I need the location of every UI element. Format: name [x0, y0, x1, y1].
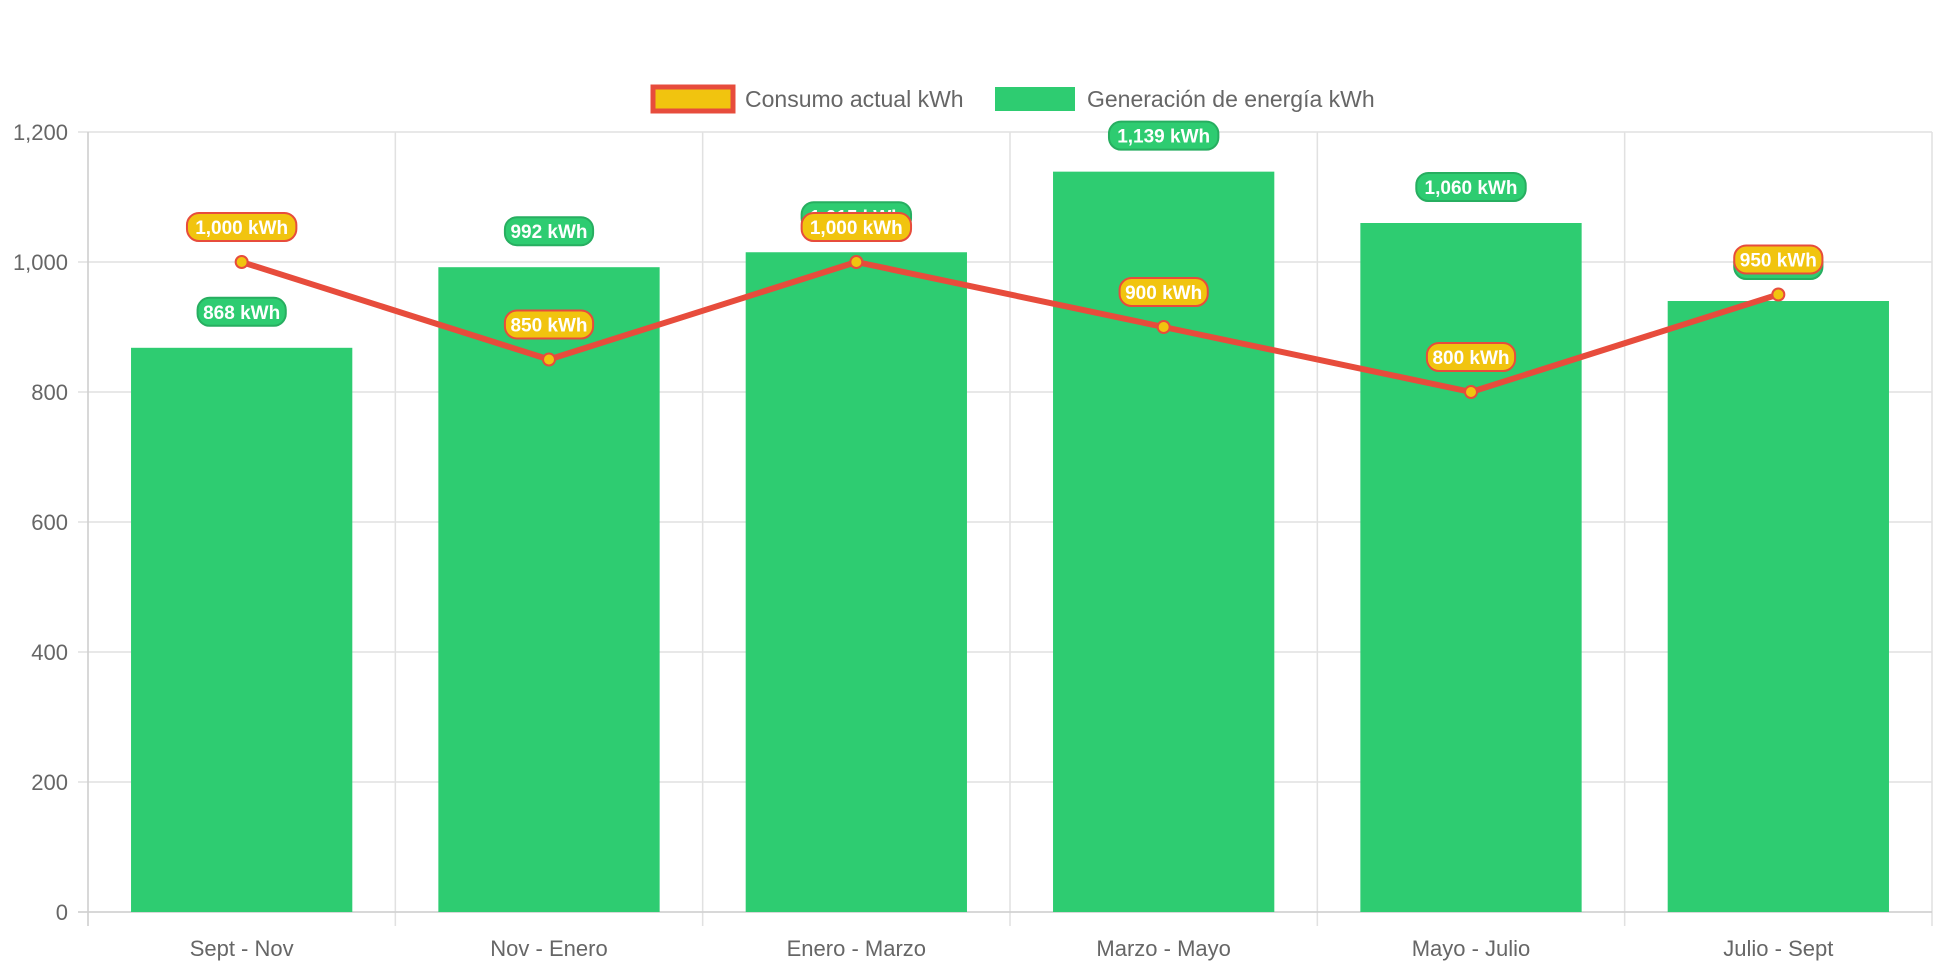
bar[interactable]	[1667, 301, 1889, 912]
legend[interactable]: Consumo actual kWh Generación de energía …	[650, 84, 1375, 114]
bar[interactable]	[745, 252, 967, 912]
line-data-label: 850 kWh	[503, 309, 595, 340]
line-data-label-text: 900 kWh	[1125, 283, 1202, 304]
bar-data-label: 1,139 kWh	[1107, 120, 1220, 151]
bar-data-label-text: 1,060 kWh	[1425, 178, 1518, 199]
line-data-label-bg	[800, 212, 913, 242]
bar-data-label-bg	[1107, 120, 1220, 151]
line-data-label: 1,000 kWh	[800, 212, 913, 242]
bar-data-label-text: 868 kWh	[203, 303, 280, 324]
line-data-label-text: 800 kWh	[1432, 348, 1509, 369]
x-tick-label: Enero - Marzo	[787, 936, 926, 961]
legend-label-consumo: Consumo actual kWh	[745, 86, 964, 112]
bar-data-label-text: 1,139 kWh	[1117, 127, 1210, 148]
bars	[131, 171, 1889, 912]
bar-data-label: 1,060 kWh	[1415, 172, 1527, 202]
line-data-label-bg	[1425, 342, 1517, 372]
legend-item-generacion[interactable]: Generación de energía kWh	[995, 86, 1375, 112]
line-data-label-bg	[185, 212, 298, 242]
line-point[interactable]	[234, 255, 249, 269]
bar[interactable]	[438, 267, 660, 912]
line-data-label-bg	[1733, 244, 1824, 275]
bar[interactable]	[1360, 223, 1582, 912]
bar-data-label-text: 992 kWh	[510, 222, 587, 243]
line-data-label-text: 950 kWh	[1740, 251, 1817, 272]
line-point[interactable]	[1771, 287, 1786, 302]
x-tick-label: Sept - Nov	[190, 936, 294, 961]
x-tick-label: Julio - Sept	[1723, 936, 1833, 961]
grid	[78, 131, 1933, 926]
line-data-label-text: 850 kWh	[510, 316, 587, 337]
line-series	[234, 255, 1786, 399]
y-tick-label: 200	[31, 770, 68, 795]
line-path	[240, 259, 1780, 395]
line-data-label-text: 1,000 kWh	[195, 218, 288, 239]
x-tick-label: Marzo - Mayo	[1096, 936, 1230, 961]
y-tick-label: 400	[31, 640, 68, 665]
y-tick-label: 600	[31, 510, 68, 535]
bar-data-label-bg	[1415, 172, 1527, 202]
y-tick-label: 1,200	[13, 120, 68, 145]
line-point[interactable]	[1464, 385, 1478, 399]
bar-data-label: 992 kWh	[503, 216, 595, 247]
line-data-label-bg	[1118, 277, 1209, 307]
legend-item-consumo[interactable]: Consumo actual kWh	[650, 84, 964, 114]
bar[interactable]	[131, 347, 353, 912]
line-data-label: 800 kWh	[1425, 342, 1517, 372]
line-point[interactable]	[1156, 320, 1171, 334]
line-point[interactable]	[849, 255, 864, 269]
y-tick-label: 800	[31, 380, 68, 405]
line-data-label-text: 1,000 kWh	[810, 218, 903, 239]
bar-data-label-bg	[196, 296, 287, 327]
legend-label-generacion: Generación de energía kWh	[1087, 86, 1375, 112]
y-tick-label: 0	[56, 900, 68, 925]
bar-data-label-bg	[503, 216, 595, 247]
x-tick-label: Nov - Enero	[490, 936, 607, 961]
line-point[interactable]	[542, 352, 556, 367]
axes: 0 200 400 600 800 1,000 1,200 Sept - Nov Nov - E…	[13, 120, 1932, 961]
legend-swatch-consumo	[650, 84, 736, 114]
y-tick-label: 1,000	[13, 250, 68, 275]
line-data-label: 1,000 kWh	[185, 212, 298, 242]
x-tick-label: Mayo - Julio	[1412, 936, 1531, 961]
line-data-label: 900 kWh	[1118, 277, 1209, 307]
bar-data-label: 868 kWh	[196, 296, 287, 327]
line-data-label: 950 kWh	[1733, 244, 1824, 275]
line-data-label-bg	[503, 309, 595, 340]
legend-swatch-generacion	[995, 87, 1075, 111]
